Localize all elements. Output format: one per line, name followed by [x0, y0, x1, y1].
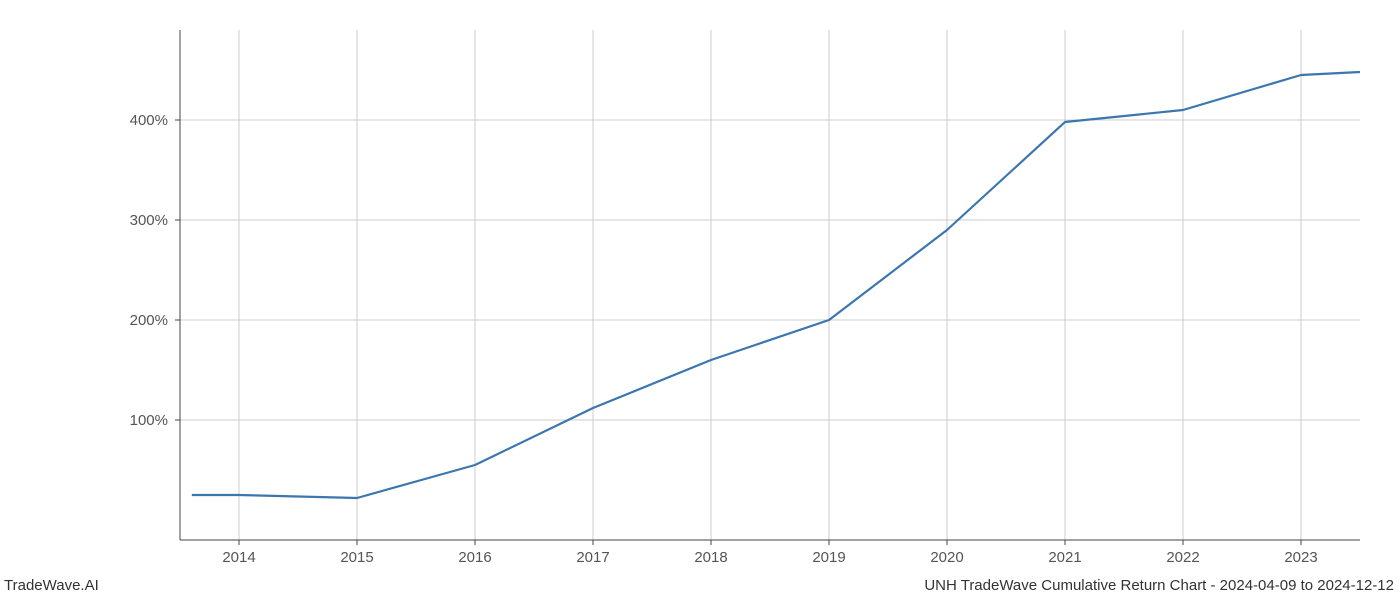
- y-tick-label: 200%: [130, 312, 168, 329]
- chart-container: 2014 2015 2016 2017 2018 2019 2020 2021 2022 2023…: [0, 0, 1400, 600]
- x-tick-label: 2015: [340, 549, 373, 566]
- x-tick-label: 2023: [1284, 549, 1317, 566]
- y-tick-label: 300%: [130, 212, 168, 229]
- x-tick-label: 2014: [222, 549, 255, 566]
- footer-brand: TradeWave.AI: [4, 577, 99, 594]
- return-line-chart: 2014 2015 2016 2017 2018 2019 2020 2021 2022 2023…: [0, 0, 1400, 600]
- footer-caption: UNH TradeWave Cumulative Return Chart - …: [924, 577, 1394, 594]
- x-tick-label: 2018: [694, 549, 727, 566]
- y-tick-label: 100%: [130, 412, 168, 429]
- x-tick-label: 2019: [812, 549, 845, 566]
- x-tick-label: 2020: [930, 549, 963, 566]
- x-tick-label: 2021: [1048, 549, 1081, 566]
- x-tick-label: 2022: [1166, 549, 1199, 566]
- x-tick-label: 2017: [576, 549, 609, 566]
- x-tick-label: 2016: [458, 549, 491, 566]
- y-tick-label: 400%: [130, 112, 168, 129]
